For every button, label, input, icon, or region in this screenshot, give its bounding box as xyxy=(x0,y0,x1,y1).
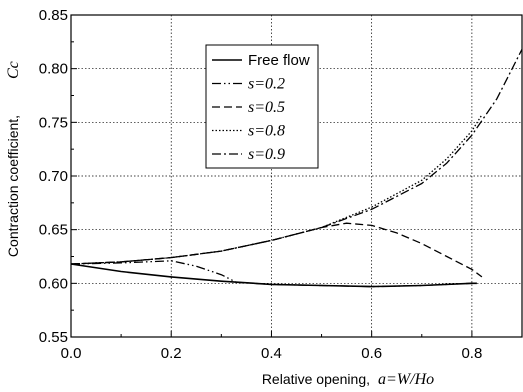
plot-frame xyxy=(70,14,523,338)
x-tick-label: 0.0 xyxy=(61,345,82,362)
legend-label: s=0.2 xyxy=(248,76,285,93)
y-tick-label: 0.75 xyxy=(39,114,68,131)
y-axis-label: Contraction coefficient, xyxy=(5,115,21,257)
series-lines xyxy=(70,49,523,288)
y-tick-label: 0.85 xyxy=(39,7,68,24)
series-line-dot xyxy=(70,114,483,265)
series-line-dashdot xyxy=(70,49,523,265)
y-tick-label: 0.80 xyxy=(39,61,68,78)
axis-ticks: 0.0 0.2 0.4 0.6 0.8 0.55 0.60 0.65 0.70 0.75 0.80 0… xyxy=(39,7,523,362)
legend-label: s=0.8 xyxy=(248,123,285,140)
x-tick-label: 0.6 xyxy=(361,345,382,362)
x-axis-label: Relative opening, xyxy=(262,371,370,387)
legend-label: Free flow xyxy=(248,52,310,69)
y-tick-label: 0.60 xyxy=(39,275,68,292)
legend-label: s=0.9 xyxy=(248,146,285,163)
series-line-dashdotdot xyxy=(70,260,477,288)
y-axis-label-math: Cc xyxy=(5,61,22,79)
series-line-dash xyxy=(70,222,483,278)
legend: Free flow s=0.2 s=0.5 s=0.8 s=0.9 xyxy=(205,44,319,169)
y-tick-label: 0.70 xyxy=(39,168,68,185)
y-tick-label: 0.55 xyxy=(39,329,68,346)
x-tick-label: 0.8 xyxy=(461,345,482,362)
legend-label: s=0.5 xyxy=(248,99,285,116)
x-axis-label-math: a=W/Ho xyxy=(378,371,434,388)
x-tick-label: 0.2 xyxy=(161,345,182,362)
y-tick-label: 0.65 xyxy=(39,222,68,239)
x-tick-label: 0.4 xyxy=(261,345,282,362)
